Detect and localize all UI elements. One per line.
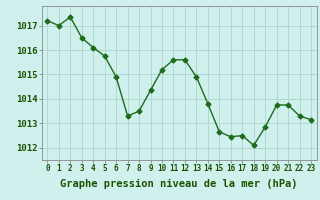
X-axis label: Graphe pression niveau de la mer (hPa): Graphe pression niveau de la mer (hPa) [60,179,298,189]
